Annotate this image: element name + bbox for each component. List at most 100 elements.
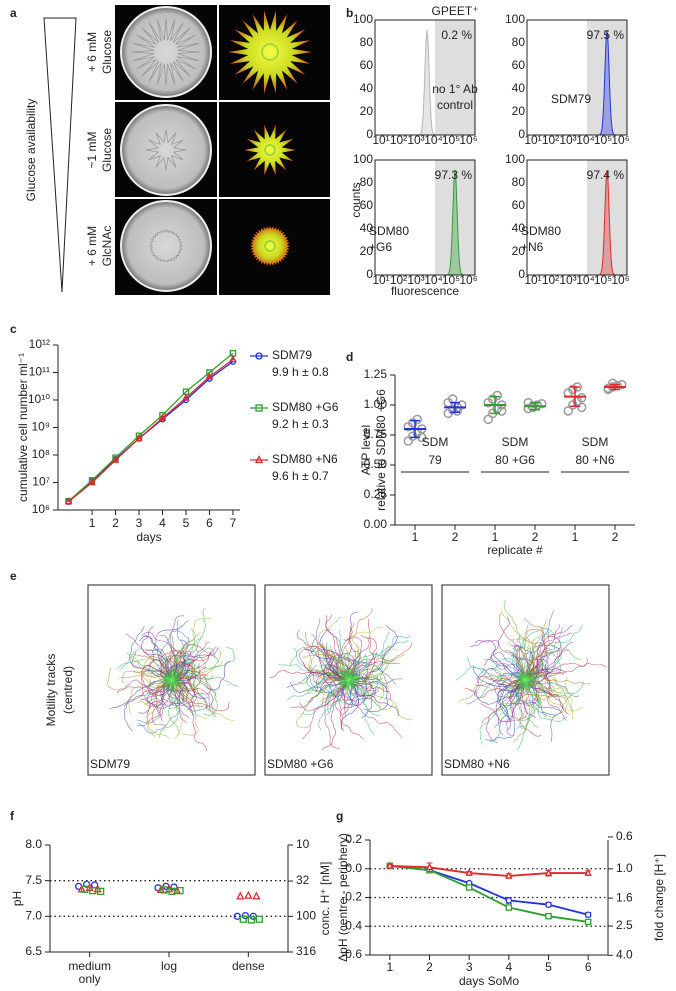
track	[171, 663, 208, 710]
data-point	[403, 436, 413, 446]
track	[499, 679, 535, 723]
legend-label: SDM80 +N6	[272, 452, 338, 466]
tick-label: 7	[230, 516, 237, 530]
tick-label: 10⁶	[611, 133, 629, 147]
tick-label: 10⁴	[576, 273, 595, 287]
tick-label: 10³	[407, 273, 424, 287]
legend-note: 9.2 h ± 0.3	[272, 417, 329, 431]
tick-label: 100	[505, 12, 525, 26]
tick-label: 10¹⁰	[28, 392, 50, 406]
track	[124, 679, 172, 732]
tick-label: 3	[466, 960, 473, 974]
track	[340, 607, 373, 681]
track	[171, 670, 212, 710]
tick-label: 20	[512, 104, 526, 118]
marker	[244, 890, 253, 899]
tick-label: 0.0	[345, 861, 362, 875]
data-point	[457, 400, 467, 410]
tick-label: 10³	[559, 133, 576, 147]
tick-label: 1	[89, 516, 96, 530]
plot-frame	[374, 19, 476, 136]
marker	[255, 915, 263, 923]
sample-label: SDM80	[521, 224, 561, 238]
marker	[168, 887, 176, 896]
data-point	[483, 414, 493, 425]
group-label: SDM	[422, 435, 449, 449]
tick-label: 40	[512, 221, 526, 235]
dish-pattern	[149, 229, 183, 263]
marker	[584, 918, 592, 926]
tick-label: 2	[112, 516, 119, 530]
row-label: Glucose	[100, 30, 114, 74]
group-label: 80 +G6	[495, 453, 535, 467]
axis-label: days	[136, 530, 161, 544]
tick-label: 32	[296, 873, 310, 887]
axis-label: fluorescence	[391, 284, 459, 298]
panel-letter: g	[336, 809, 343, 823]
track	[146, 679, 172, 739]
row-label: Glucose	[100, 128, 114, 172]
tick-label: 6	[585, 960, 592, 974]
track	[348, 619, 376, 683]
marker	[505, 871, 513, 879]
tick-label: 80	[512, 175, 526, 189]
tick-label: 6.5	[25, 944, 42, 958]
tick-label: 4	[505, 960, 512, 974]
tick-label: 1	[572, 530, 579, 544]
sample-label: SDM80	[369, 224, 409, 238]
tick-label: 60	[360, 58, 374, 72]
axis-label: days SoMo	[459, 974, 519, 988]
track-centre	[513, 668, 538, 692]
track	[474, 639, 526, 681]
marker	[425, 862, 434, 871]
percent-label: 97.4 %	[587, 168, 625, 182]
marker	[64, 497, 73, 505]
tick-label: 10⁶	[459, 273, 477, 287]
track	[348, 679, 413, 721]
panel-letter: d	[346, 350, 353, 364]
axis-line	[49, 845, 289, 953]
track	[525, 649, 569, 694]
tick-label: 20	[360, 244, 374, 258]
sample-label: control	[437, 98, 473, 112]
sample-label: no 1° Ab	[432, 82, 478, 96]
row-label: + 6 mM	[85, 32, 99, 72]
track	[171, 679, 235, 721]
group-label: SDM	[582, 435, 609, 449]
marker	[160, 886, 168, 894]
sample-label: +G6	[369, 240, 392, 254]
track	[525, 679, 564, 743]
axis-label: Glucose availability	[24, 99, 38, 202]
axis-label: fold change [H⁺]	[652, 854, 666, 941]
tick-label: 10²	[542, 133, 559, 147]
data-point	[577, 393, 587, 403]
tick-label: 316	[296, 944, 316, 958]
tick-label: 80	[512, 35, 526, 49]
sample-label: SDM80 +N6	[444, 757, 510, 771]
error-bar	[490, 395, 500, 415]
row-label: ~1 mM	[85, 131, 99, 168]
plot-frame	[526, 159, 628, 276]
track	[506, 638, 543, 681]
colony-centre	[264, 240, 276, 252]
marker	[465, 884, 473, 891]
colony-centre	[261, 43, 279, 61]
axis-label: relative to SDM80 +G6	[374, 389, 388, 511]
marker	[229, 354, 237, 363]
tick-label: 2.5	[616, 918, 633, 932]
tick-label: 2	[612, 530, 619, 544]
marker	[205, 372, 214, 380]
track	[318, 616, 349, 681]
marker	[89, 887, 97, 895]
tick-label: 10⁶	[611, 273, 629, 287]
tick-label: 0	[518, 267, 525, 281]
tick-label: 10¹¹	[29, 365, 50, 379]
tick-label: 40	[360, 81, 374, 95]
tick-label: 2	[426, 960, 433, 974]
track	[171, 646, 236, 681]
sample-label: +N6	[521, 240, 544, 254]
marker	[176, 887, 184, 895]
tick-label: 10⁵	[442, 273, 460, 287]
panel-letter: b	[346, 6, 353, 20]
marker	[584, 911, 592, 919]
